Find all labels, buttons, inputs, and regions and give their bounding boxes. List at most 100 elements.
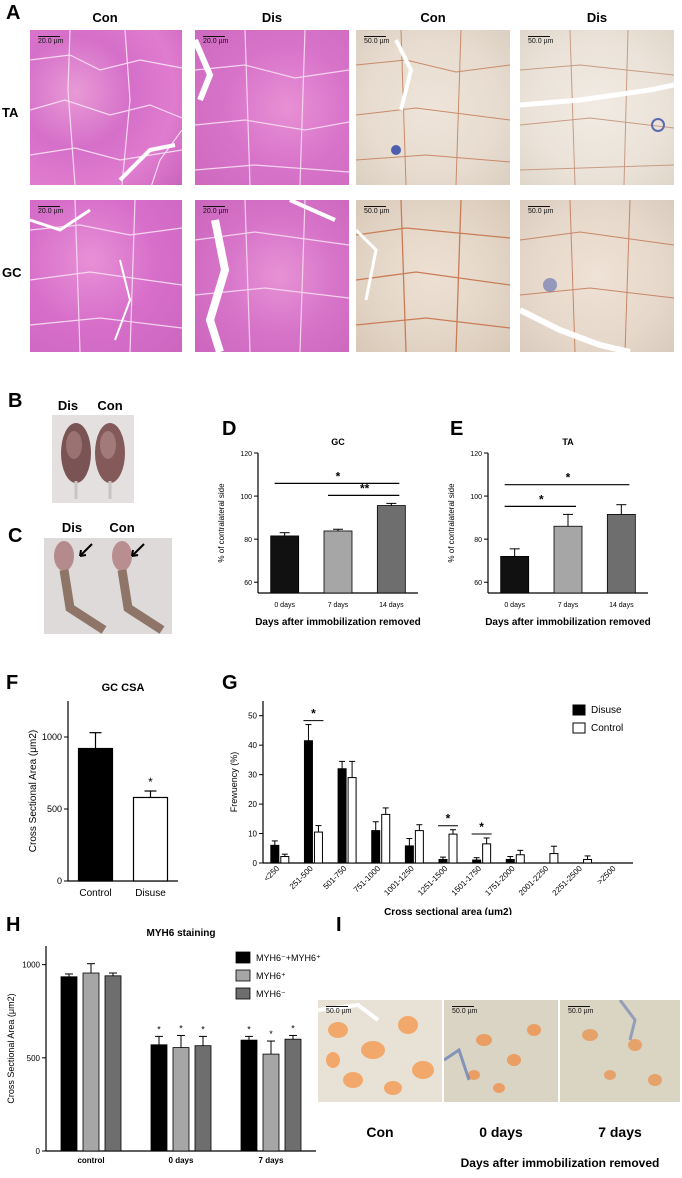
panel-label-d: D [222, 418, 237, 440]
x-axis-label: Days after immobilization removed [485, 617, 651, 628]
y-axis-label: % of contralateral side [217, 483, 226, 563]
scale-bar: 50.0 µm [452, 1008, 478, 1015]
legend-swatch-0 [235, 951, 251, 964]
bar-control [448, 833, 458, 864]
scale-bar: 50.0 µm [326, 1008, 352, 1015]
y-tick-label: 40 [248, 741, 257, 750]
significance-marker: * [311, 707, 316, 721]
significance-marker: * [157, 1024, 161, 1034]
bar-series-0 [150, 1044, 168, 1152]
x-axis-label: Cross sectional area (μm2) [384, 907, 512, 915]
significance-marker: * [201, 1024, 205, 1034]
legend-swatch-2 [235, 987, 251, 1000]
scale-bar: 50.0 µm [528, 38, 554, 45]
x-tick-label: 7 days [328, 602, 349, 609]
photo-b-label-con: Con [97, 398, 123, 413]
significance-marker: * [539, 492, 544, 506]
bar-disuse [337, 768, 347, 864]
bar-0-days [270, 535, 300, 594]
micrograph-ta-he-dis: 20.0 µm [195, 30, 349, 185]
bar-series-1 [172, 1047, 190, 1152]
x-tick-label: 501-750 [321, 864, 349, 892]
significance-marker: * [566, 471, 571, 485]
y-tick-label: 100 [470, 494, 482, 501]
bar-control [77, 747, 114, 882]
panel-label-i: I [336, 914, 342, 936]
chart-e-ta: 60 80 100 120 TA % of contralateral side 0 day… [447, 437, 651, 628]
panel-label-g: G [222, 672, 238, 694]
panel-label-f: F [6, 672, 19, 694]
bar-series-1 [262, 1053, 280, 1152]
y-tick-label: 0 [36, 1147, 41, 1156]
legend-label-control: Control [591, 723, 623, 734]
photo-c-label-dis: Dis [61, 520, 83, 535]
photo-b-label-dis: Dis [57, 398, 79, 413]
chart-h-myh6: 0 500 1000 MYH6 staining Cross Sectional Are… [6, 928, 321, 1165]
bar-disuse [472, 859, 482, 864]
micrograph-ta-ihc-dis: 50.0 µm [520, 30, 674, 185]
panel-label-e: E [450, 418, 464, 440]
bar-control [515, 854, 525, 864]
y-tick-label: 60 [244, 580, 252, 587]
x-tick-label: 1501-1750 [450, 864, 484, 898]
col-header-he-dis: Dis [261, 10, 283, 25]
y-tick-label: 80 [244, 537, 252, 544]
panel-label-c: C [8, 525, 23, 547]
y-tick-label: 80 [474, 537, 482, 544]
chart-d-gc: 60 80 100 120 GC % of contralateral side 0 day… [217, 437, 421, 628]
significance-marker: * [291, 1023, 295, 1033]
significance-marker: * [336, 469, 341, 483]
chart-title: TA [562, 437, 574, 447]
x-axis-label: Days after immobilization removed [255, 617, 421, 628]
legend-label-1: MYH6⁺ [256, 971, 286, 981]
bar-series-2 [284, 1038, 302, 1152]
bar-disuse [270, 844, 280, 864]
micrograph-ta-ihc-con: 50.0 µm [356, 30, 510, 185]
y-tick-label: 50 [248, 712, 257, 721]
micrograph-i-con: 50.0 µm [318, 1000, 442, 1102]
y-tick-label: 120 [470, 451, 482, 458]
bar-14-days [606, 513, 636, 594]
y-tick-label: 0 [57, 876, 62, 886]
y-tick-label: 30 [248, 771, 257, 780]
x-tick-label: 0 days [274, 602, 295, 609]
x-tick-label: 251-500 [288, 864, 316, 892]
x-tick-label: 7 days [558, 602, 579, 609]
x-tick-label: Control [79, 888, 111, 899]
bar-series-0 [240, 1039, 258, 1152]
caption-i-con: Con [366, 1124, 394, 1140]
col-header-ihc-con: Con [420, 10, 446, 25]
significance-marker: * [148, 775, 153, 789]
scale-bar: 50.0 µm [364, 38, 390, 45]
y-tick-label: 0 [253, 859, 258, 868]
legend-swatch-disuse [572, 704, 586, 716]
x-tick-label: <250 [262, 864, 281, 883]
legend-label-0: MYH6⁻+MYH6⁺ [256, 953, 321, 963]
bar-disuse [132, 796, 169, 882]
x-tick-label: 1001-1250 [382, 864, 416, 898]
bar-control [583, 858, 593, 864]
chart-g-frequency: 0 10 20 30 40 50 Frewuency (%) <250 251-500 501-7… [229, 701, 633, 915]
x-tick-label: 2001-2250 [517, 864, 551, 898]
y-tick-label: 120 [240, 451, 252, 458]
panel-label-a: A [6, 2, 21, 24]
y-tick-label: 1000 [22, 961, 40, 970]
micrograph-i-0days: 50.0 µm [444, 1000, 558, 1102]
scale-bar: 20.0 µm [203, 38, 229, 45]
y-axis-label: Cross Sectional Area (μm2) [28, 730, 39, 852]
bar-control [414, 830, 424, 864]
x-tick-label: 0 days [504, 602, 525, 609]
significance-marker: ** [360, 481, 370, 495]
caption-i-7days: 7 days [598, 1124, 642, 1140]
scale-bar: 50.0 µm [364, 208, 390, 215]
bar-disuse [303, 740, 313, 864]
legend-label-2: MYH6⁻ [256, 989, 286, 999]
significance-marker: * [446, 812, 451, 826]
photo-b-muscles [52, 415, 134, 503]
caption-i-0days: 0 days [479, 1124, 523, 1140]
significance-marker: * [247, 1024, 251, 1034]
y-tick-label: 500 [27, 1054, 41, 1063]
x-tick-label: control [77, 1156, 104, 1165]
significance-marker: * [179, 1023, 183, 1033]
y-tick-label: 10 [248, 830, 257, 839]
